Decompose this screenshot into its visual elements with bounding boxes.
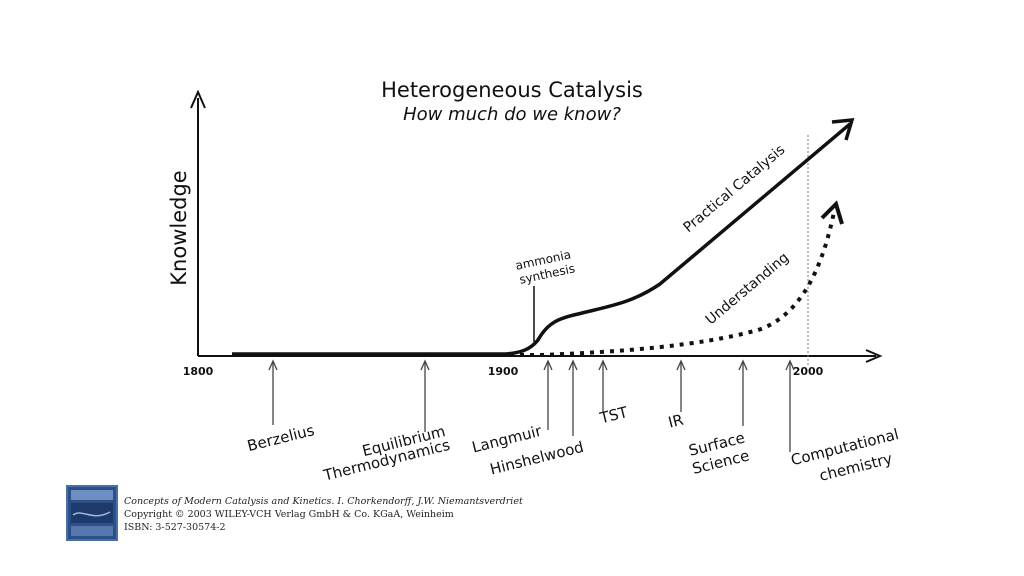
- surface-arrowhead: [738, 359, 748, 371]
- diagram-title: Heterogeneous Catalysis: [381, 78, 643, 102]
- ir-arrowhead: [676, 359, 686, 371]
- book-cover-image: [66, 485, 118, 541]
- ir-label: IR: [666, 411, 685, 432]
- y-axis-arrowhead: [190, 89, 206, 109]
- y-axis-label: Knowledge: [167, 170, 191, 285]
- reference-line-3: ISBN: 3-527-30574-2: [124, 522, 226, 533]
- understanding-curve: [300, 211, 836, 357]
- x-tick-1900: 1900: [488, 365, 519, 378]
- reference-line-2: Copyright © 2003 WILEY-VCH Verlag GmbH &…: [124, 509, 454, 520]
- milestone-arrows: [268, 359, 795, 452]
- understanding-arrowhead: [820, 200, 844, 225]
- thermodynamics-arrowhead: [420, 359, 430, 371]
- berzelius-label: Berzelius: [245, 421, 316, 455]
- tst-arrowhead: [598, 359, 608, 371]
- x-tick-1800: 1800: [183, 365, 214, 378]
- diagram-subtitle: How much do we know?: [403, 104, 621, 125]
- langmuir-arrowhead: [543, 359, 553, 371]
- practical-arrowhead: [831, 117, 855, 141]
- x-axis-arrowhead: [865, 349, 883, 363]
- tst-label: TST: [597, 403, 630, 428]
- understanding-label: Understanding: [703, 250, 792, 329]
- berzelius-arrowhead: [268, 359, 278, 371]
- computational-arrowhead: [785, 359, 795, 371]
- hinshelwood-arrowhead: [568, 359, 578, 371]
- reference-line-1: Concepts of Modern Catalysis and Kinetic…: [124, 496, 523, 507]
- practical-curve: [232, 122, 852, 356]
- x-tick-2000: 2000: [793, 365, 824, 378]
